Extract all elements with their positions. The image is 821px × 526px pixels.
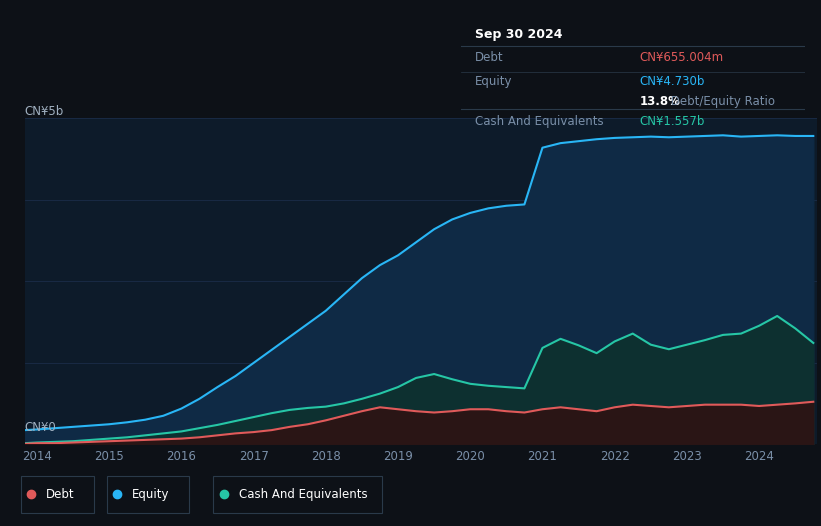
Text: Cash And Equivalents: Cash And Equivalents [475, 115, 603, 128]
Text: CN¥0: CN¥0 [25, 421, 57, 434]
Text: CN¥5b: CN¥5b [25, 105, 64, 118]
Text: Equity: Equity [475, 75, 512, 88]
Text: CN¥1.557b: CN¥1.557b [640, 115, 705, 128]
Text: 13.8%: 13.8% [640, 95, 681, 108]
Text: Sep 30 2024: Sep 30 2024 [475, 28, 562, 42]
Text: Cash And Equivalents: Cash And Equivalents [239, 488, 368, 501]
Text: CN¥4.730b: CN¥4.730b [640, 75, 705, 88]
Text: Debt: Debt [46, 488, 75, 501]
Text: Debt: Debt [475, 50, 504, 64]
Text: Equity: Equity [132, 488, 170, 501]
Text: CN¥655.004m: CN¥655.004m [640, 50, 724, 64]
Text: Debt/Equity Ratio: Debt/Equity Ratio [667, 95, 775, 108]
